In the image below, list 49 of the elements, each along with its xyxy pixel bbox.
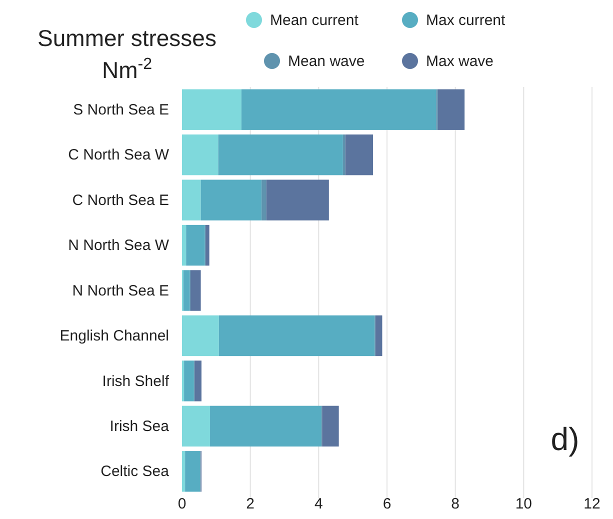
legend-label: Max current [426,12,506,29]
bar [182,89,242,130]
bar [184,360,194,402]
bar [182,224,186,266]
bar [345,134,373,176]
y-tick-label: N North Sea E [72,282,169,300]
bar [342,134,346,176]
x-tick-label: 8 [451,496,460,512]
bar [182,451,186,492]
legend-label: Max wave [426,53,494,70]
y-tick-label: Celtic Sea [100,463,170,480]
bar [322,406,339,447]
y-tick-label: C North Sea E [72,192,169,209]
legend-label: Mean wave [288,53,365,70]
y-tick-label: S North Sea E [73,101,169,118]
bar [185,451,200,492]
chart-title: Summer stresses [38,25,216,51]
bar [375,315,382,356]
bar [183,270,190,311]
bar [186,224,205,266]
bar [218,315,375,356]
bar [182,406,210,447]
bar [194,360,202,402]
bar [438,89,465,130]
bar [218,134,343,176]
bar [210,406,322,447]
x-tick-label: 0 [178,496,186,512]
bar [182,315,219,356]
bar [262,180,266,220]
x-tick-label: 10 [515,496,532,512]
y-tick-label: N North Sea W [68,237,170,254]
x-tick-label: 2 [246,496,255,512]
bar [241,89,436,130]
legend-label: Mean current [270,12,360,29]
bar [206,224,210,266]
y-tick-label: Irish Shelf [102,372,170,390]
bar [182,134,218,176]
y-tick-label: Irish Sea [110,418,170,435]
bar [266,180,329,220]
annotation: d) [550,421,580,457]
chart-subtitle: Nm$^{-2}$ [102,55,152,83]
x-tick-label: 6 [382,496,392,512]
y-tick-label: English Channel [60,328,169,345]
bar [200,180,262,220]
y-tick-label: C North Sea W [68,146,170,164]
bar [182,180,201,220]
x-tick-label: 4 [314,496,323,512]
bar [190,270,201,311]
x-tick-label: 12 [584,496,600,512]
